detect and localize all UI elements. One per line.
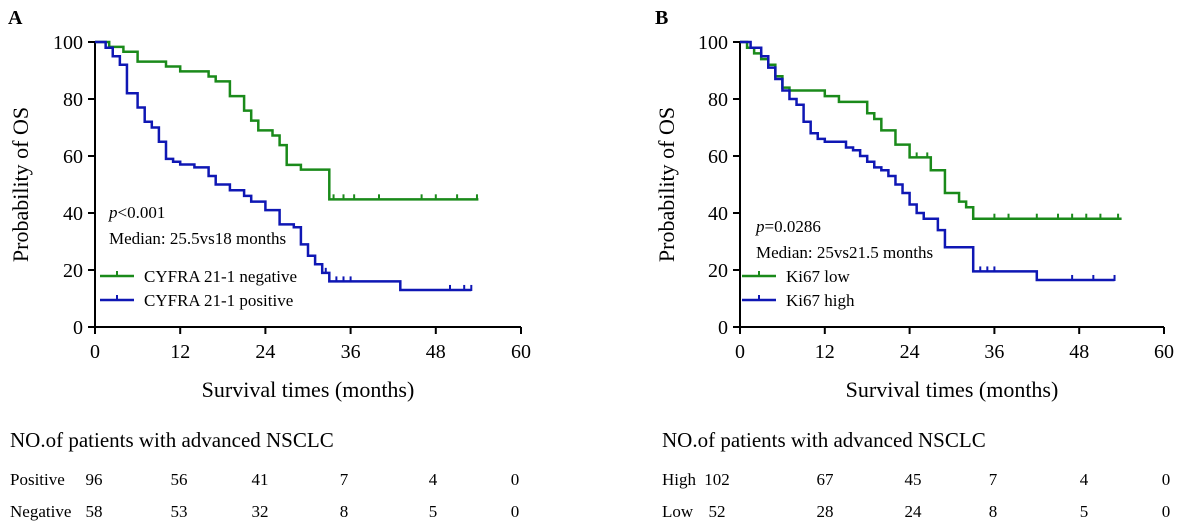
x-tick-label: 24 [255, 341, 275, 363]
panel-letter: A [8, 7, 23, 29]
y-axis-label: Probability of OS [654, 107, 679, 262]
y-tick-label: 80 [708, 89, 728, 111]
survival-curve-low-risk [95, 40, 479, 201]
km-panel-a: A 0 20 40 60 80 100 0 12 24 36 48 60 Survival times (… [8, 7, 531, 402]
x-tick-label: 24 [900, 341, 920, 363]
x-tick-label: 36 [341, 341, 361, 363]
x-tick-label: 60 [1154, 341, 1174, 363]
y-tick-label: 40 [708, 203, 728, 225]
x-tick-label: 36 [984, 341, 1004, 363]
x-axis-label: Survival times (months) [202, 377, 415, 402]
p-value-label: p<0.001 [108, 203, 165, 222]
survival-curve-high-risk [95, 40, 472, 292]
y-tick-label: 100 [698, 32, 728, 54]
y-tick-label: 20 [63, 260, 83, 282]
x-tick-label: 60 [511, 341, 531, 363]
median-label: Median: 25vs21.5 months [756, 243, 933, 262]
panel-letter: B [655, 7, 668, 29]
x-tick-label: 12 [170, 341, 190, 363]
y-tick-label: 80 [63, 89, 83, 111]
legend-label: CYFRA 21-1 positive [144, 291, 293, 310]
y-axis-label: Probability of OS [8, 107, 33, 262]
x-axis-label: Survival times (months) [846, 377, 1059, 402]
y-tick-label: 100 [53, 32, 83, 54]
legend-label: CYFRA 21-1 negative [144, 267, 297, 286]
y-tick-label: 0 [73, 317, 83, 339]
x-tick-label: 48 [1069, 341, 1089, 363]
x-tick-label: 12 [815, 341, 835, 363]
p-value-label: p=0.0286 [755, 217, 821, 236]
legend-label: Ki67 low [786, 267, 850, 286]
y-tick-label: 40 [63, 203, 83, 225]
x-tick-label: 0 [735, 341, 745, 363]
y-tick-label: 20 [708, 260, 728, 282]
x-tick-label: 48 [426, 341, 446, 363]
survival-curve-high-risk [740, 40, 1115, 282]
y-tick-label: 60 [63, 146, 83, 168]
survival-curve-low-risk [740, 40, 1122, 220]
y-tick-label: 60 [708, 146, 728, 168]
km-panel-b: B 0 20 40 60 80 100 0 12 24 36 48 60 Survival times (… [654, 7, 1174, 402]
x-tick-label: 0 [90, 341, 100, 363]
y-tick-label: 0 [718, 317, 728, 339]
median-label: Median: 25.5vs18 months [109, 229, 286, 248]
legend-label: Ki67 high [786, 291, 855, 310]
